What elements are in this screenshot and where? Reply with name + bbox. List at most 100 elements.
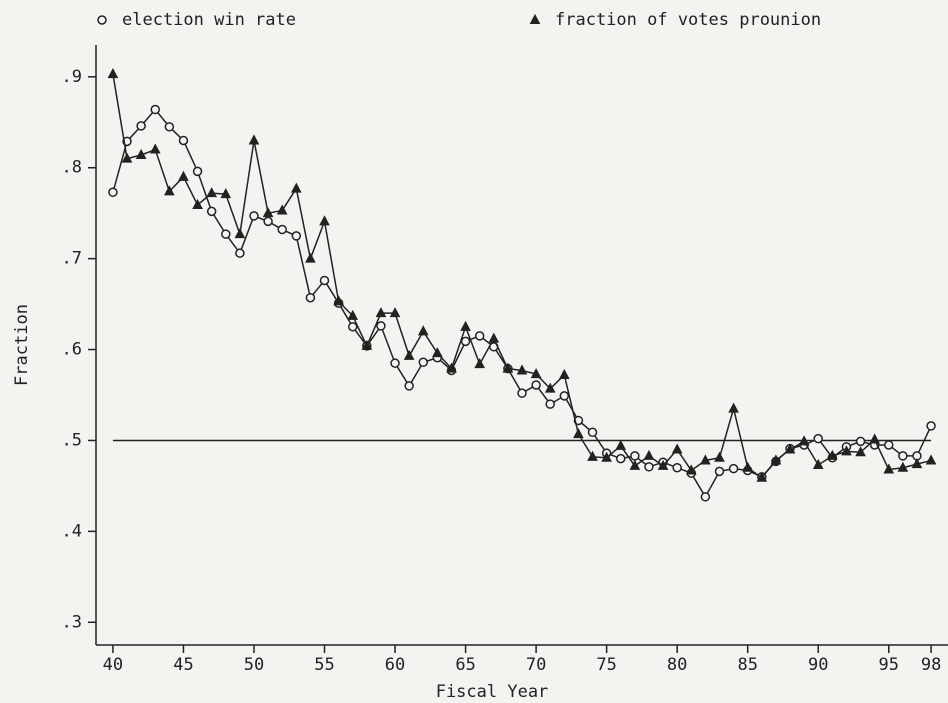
data-point [911, 458, 923, 469]
data-point [798, 435, 810, 446]
x-tick-label: 80 [667, 655, 687, 675]
data-point [544, 382, 556, 393]
data-point [474, 358, 486, 369]
data-point [897, 461, 909, 472]
data-point [178, 135, 189, 146]
data-point [926, 421, 936, 431]
data-point [714, 466, 725, 477]
x-tick-label: 65 [455, 655, 475, 675]
data-point [671, 443, 683, 454]
data-point [347, 322, 358, 332]
x-tick-label: 75 [596, 655, 616, 675]
y-tick-label: .9 [62, 67, 82, 87]
data-point [305, 252, 316, 263]
x-tick-label: 85 [737, 655, 757, 675]
data-point [630, 451, 640, 461]
data-point [615, 453, 626, 464]
data-point [460, 336, 471, 347]
data-point [813, 433, 823, 444]
data-point [474, 331, 485, 341]
data-point [812, 458, 824, 469]
y-tick-label: .3 [62, 612, 82, 632]
data-point [685, 464, 697, 475]
data-point [643, 449, 655, 460]
y-tick-label: .7 [62, 249, 82, 269]
data-point [291, 231, 302, 241]
data-point [432, 347, 443, 358]
data-point [150, 104, 160, 115]
legend-label: fraction of votes prounion [555, 10, 821, 30]
data-point [234, 228, 246, 239]
y-tick-label: .6 [62, 340, 82, 360]
data-point [206, 206, 217, 217]
data-point [235, 248, 245, 258]
data-point [587, 427, 598, 438]
data-point [855, 446, 866, 457]
data-point [248, 134, 260, 145]
data-point [136, 121, 146, 131]
data-point [121, 152, 133, 163]
legend-marker [529, 13, 541, 24]
data-point [404, 381, 414, 391]
data-point [390, 358, 400, 368]
data-point [347, 309, 359, 320]
data-point [178, 170, 189, 181]
data-point [516, 364, 528, 375]
legend-marker [97, 15, 107, 25]
data-point [517, 388, 527, 398]
data-point [869, 433, 880, 444]
x-tick-label: 90 [808, 655, 828, 675]
data-point [333, 295, 344, 306]
data-point [262, 207, 274, 218]
data-point [460, 320, 471, 331]
data-point [108, 187, 118, 198]
y-tick-label: .4 [62, 521, 82, 541]
x-tick-label: 40 [103, 655, 123, 675]
data-point [559, 391, 570, 401]
x-axis-label: Fiscal Year [436, 682, 549, 702]
data-point [276, 204, 288, 215]
data-point [530, 368, 542, 379]
x-tick-label: 50 [244, 655, 264, 675]
data-point [107, 68, 119, 79]
data-point [502, 362, 514, 373]
data-point [290, 182, 302, 193]
data-point [319, 275, 330, 286]
data-point [883, 463, 895, 474]
data-point [389, 307, 401, 318]
data-point [925, 454, 937, 465]
data-point [728, 463, 739, 474]
data-point [277, 224, 287, 235]
data-point [728, 402, 739, 413]
data-point [742, 461, 754, 472]
data-point [573, 428, 584, 439]
x-tick-label: 98 [921, 655, 941, 675]
data-point [164, 122, 175, 132]
data-point [672, 462, 682, 473]
data-point [418, 357, 429, 368]
data-point [192, 198, 203, 209]
x-tick-label: 55 [314, 655, 334, 675]
data-point [305, 292, 316, 303]
data-point [417, 325, 429, 336]
x-tick-label: 70 [526, 655, 546, 675]
data-point [629, 459, 641, 470]
data-point [446, 362, 457, 373]
data-point [700, 454, 711, 465]
data-point [898, 451, 908, 461]
y-tick-label: .8 [62, 158, 82, 178]
data-point [376, 321, 386, 331]
data-point [601, 451, 612, 462]
data-point [545, 399, 555, 409]
data-point [221, 229, 231, 239]
x-tick-label: 95 [879, 655, 899, 675]
data-point [841, 445, 852, 456]
data-point [361, 339, 373, 350]
data-point [263, 216, 273, 227]
data-point [700, 492, 711, 502]
data-point [714, 451, 725, 462]
data-point [587, 450, 598, 461]
